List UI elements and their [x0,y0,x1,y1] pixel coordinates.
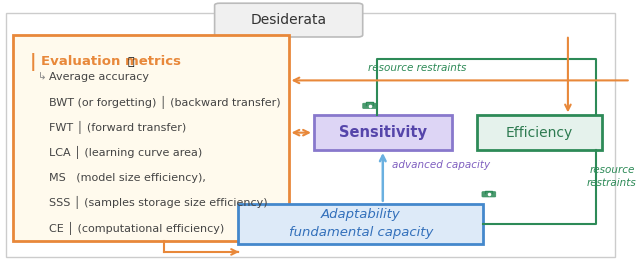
Text: BWT (or forgetting) │ (backward transfer): BWT (or forgetting) │ (backward transfer… [49,96,280,109]
Bar [477,115,602,150]
Text: resource restraints: resource restraints [368,63,467,73]
Text: Desiderata: Desiderata [251,13,327,27]
Text: Evaluation metrics: Evaluation metrics [41,55,180,68]
Text: Sensitivity: Sensitivity [339,125,427,140]
FancyBboxPatch shape [482,192,496,197]
Text: CE │ (computational efficiency): CE │ (computational efficiency) [49,222,224,234]
Text: LCA │ (learning curve area): LCA │ (learning curve area) [49,146,202,159]
Text: Average accuracy: Average accuracy [49,72,149,82]
Bar [239,204,483,244]
Text: resource
restraints: resource restraints [587,165,637,188]
Text: ↳: ↳ [38,71,47,81]
Bar [314,115,452,150]
Text: MS   (model size efficiency),: MS (model size efficiency), [49,173,206,183]
Text: Adaptability
fundamental capacity: Adaptability fundamental capacity [289,208,433,239]
Text: FWT │ (forward transfer): FWT │ (forward transfer) [49,121,186,134]
Text: 📋: 📋 [127,57,134,67]
Text: SSS │ (samples storage size efficiency): SSS │ (samples storage size efficiency) [49,196,268,209]
FancyBboxPatch shape [214,3,363,37]
Text: Efficiency: Efficiency [506,126,573,140]
Text: |: | [30,53,36,71]
FancyBboxPatch shape [363,103,376,109]
Text: advanced capacity: advanced capacity [392,160,490,170]
Bar [13,35,289,241]
